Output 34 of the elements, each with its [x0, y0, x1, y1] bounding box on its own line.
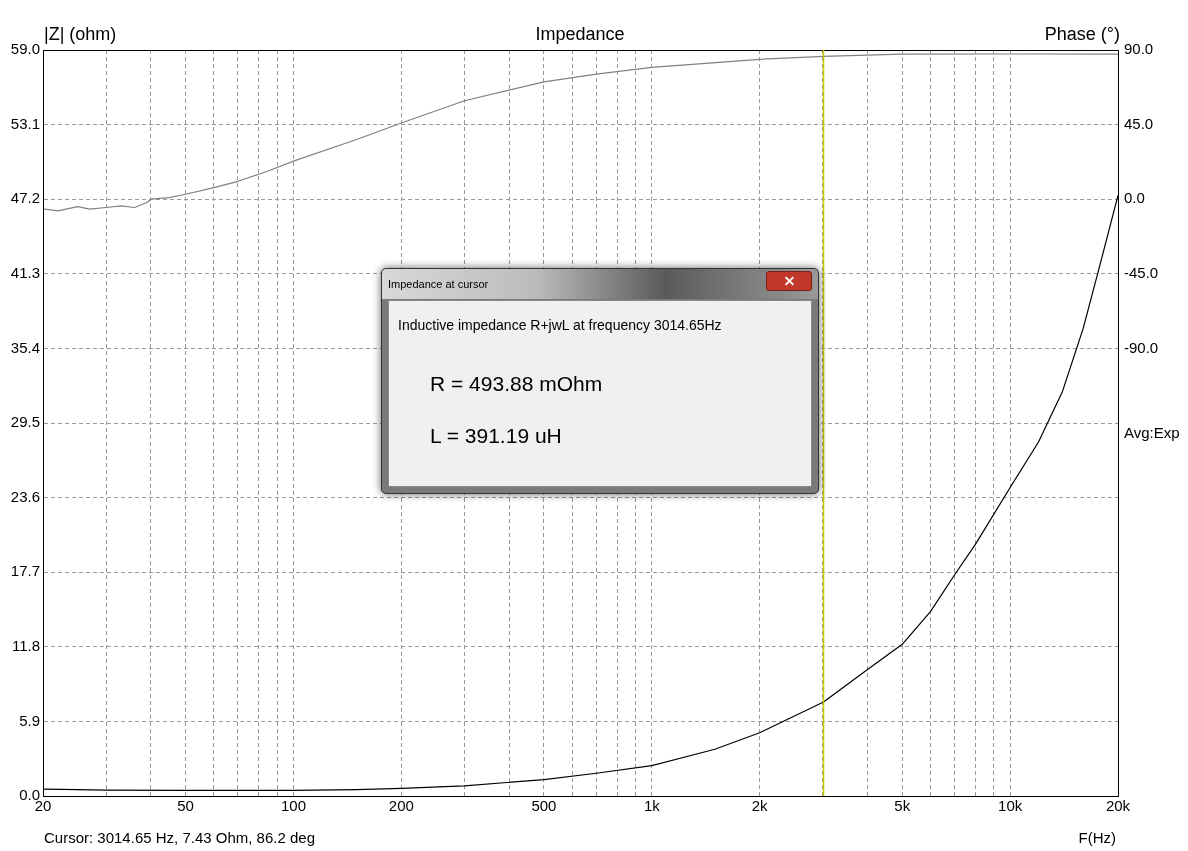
x-axis-title: F(Hz) [1078, 829, 1116, 846]
text: Avg:Exp [1124, 424, 1180, 441]
x-tick-label: 5k [894, 797, 911, 815]
x-tick-label: 500 [531, 797, 557, 815]
x-tick-label: 100 [280, 797, 306, 815]
annotation: Impedance at cursor [388, 278, 489, 290]
y-tick-label: 5.9 [19, 711, 40, 729]
x-tick-label: 200 [388, 797, 414, 815]
y2-tick-label: -90.0 [1124, 338, 1159, 356]
y2-tick-label: 90.0 [1124, 40, 1154, 58]
y-tick-label: 53.1 [10, 114, 40, 132]
x-tick-label: 10k [998, 797, 1023, 815]
x-tick-label: 20k [1105, 797, 1131, 815]
chart-title: Impedance [535, 24, 625, 45]
y2-axis-title: Phase (°) [1044, 24, 1120, 45]
y-tick-label: 35.4 [10, 338, 40, 356]
annotation: R = 493.88 mOhm [430, 372, 603, 396]
y-tick-label: 23.6 [10, 487, 40, 505]
x-tick-label: 50 [177, 797, 194, 815]
annotation: Inductive impedance R+jwL at frequency 3014.65Hz [398, 317, 722, 333]
x-tick-label: 2k [751, 797, 769, 815]
annotation: L = 391.19 uH [430, 424, 562, 448]
text: Cursor: 3014.65 Hz, 7.43 Ohm, 86.2 deg [44, 829, 315, 846]
y-tick-label: 17.7 [10, 562, 40, 580]
x-tick-label: 1k [643, 797, 661, 815]
y-tick-label: 29.5 [10, 413, 40, 431]
y-tick-label: 11.8 [11, 636, 40, 654]
y-tick-label: 47.2 [10, 189, 40, 207]
y2-tick-label: 0.0 [1124, 189, 1145, 207]
y-axis-title: |Z| (ohm) [44, 24, 117, 45]
y2-tick-label: 45.0 [1124, 114, 1154, 132]
y-tick-label: 59.0 [10, 40, 40, 58]
y2-tick-label: -45.0 [1124, 263, 1159, 281]
y-tick-label: 41.3 [10, 263, 40, 281]
